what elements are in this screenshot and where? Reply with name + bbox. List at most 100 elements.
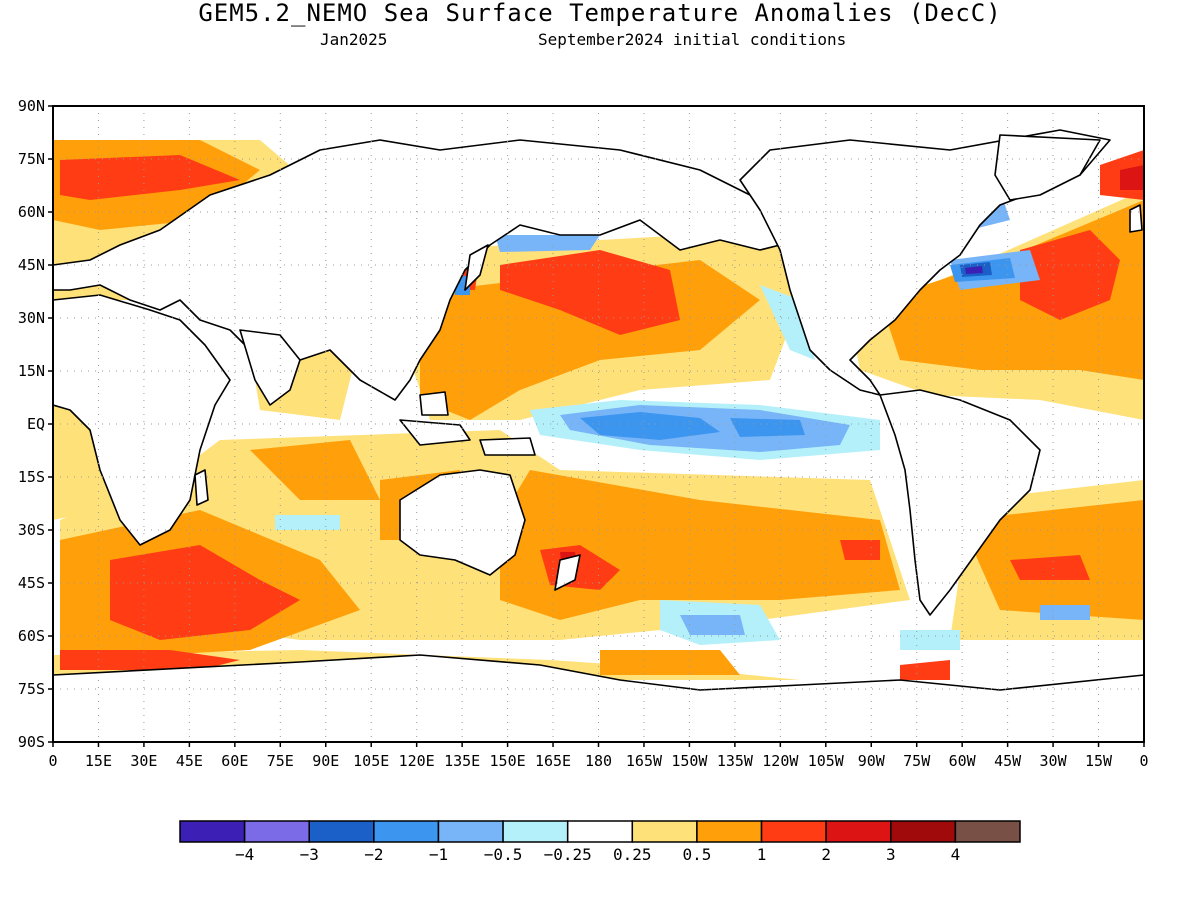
lon-tick-label: 165W	[626, 752, 663, 770]
lon-tick-label: 90E	[312, 752, 339, 770]
chart-title: GEM5.2_NEMO Sea Surface Temperature Anom…	[198, 0, 1002, 27]
anomaly-region	[965, 266, 983, 274]
colorbar-swatch	[502, 820, 569, 843]
land-uk	[1129, 204, 1143, 233]
lat-tick-label: 90N	[18, 97, 45, 115]
land-australia	[399, 469, 526, 576]
colorbar-swatch	[825, 820, 892, 843]
lon-tick-label: 135E	[444, 752, 480, 770]
lon-tick-label: 30W	[1040, 752, 1068, 770]
lat-tick-label: EQ	[27, 415, 45, 433]
lon-tick-label: 15W	[1085, 752, 1113, 770]
anomaly-region	[580, 412, 720, 440]
anomaly-region	[730, 418, 805, 437]
colorbar-swatch	[566, 820, 634, 843]
lon-tick-label: 60W	[949, 752, 977, 770]
anomaly-region	[1120, 165, 1144, 190]
lon-tick-label: 75W	[903, 752, 931, 770]
land-madagascar	[194, 469, 209, 506]
colorbar-label: 0.5	[682, 845, 711, 864]
lat-tick-label: 45S	[18, 574, 45, 592]
lon-tick-label: 15E	[85, 752, 112, 770]
land-antarctica	[53, 654, 1144, 742]
colorbar-label: 0.25	[613, 845, 652, 864]
colorbar-label: −3	[300, 845, 319, 864]
land-new-zealand	[554, 554, 581, 591]
lat-tick-label: 90S	[18, 733, 45, 751]
colorbar-label: 4	[951, 845, 961, 864]
anomaly-region	[500, 250, 680, 335]
land-south-america	[879, 389, 1041, 616]
land-africa	[53, 294, 231, 546]
land-india	[239, 329, 301, 406]
lat-tick-label: 30S	[18, 521, 45, 539]
forecast-month: Jan2025	[320, 30, 388, 49]
colorbar-swatch	[631, 820, 698, 843]
lon-tick-label: 105W	[808, 752, 845, 770]
lat-tick-label: 15N	[18, 362, 45, 380]
colorbar-swatch	[243, 820, 310, 843]
lat-tick-label: 45N	[18, 256, 45, 274]
anomaly-region	[900, 660, 950, 680]
colorbar-swatch	[308, 820, 375, 843]
lon-tick-label: 45W	[994, 752, 1022, 770]
lat-tick-label: 15S	[18, 468, 45, 486]
anomaly-region	[760, 285, 815, 360]
latitude-axis: 90N 75N 60N 45N 30N 15N EQ 15S 30S 45S 60S 75S 90S	[18, 97, 53, 751]
lon-tick-label: 0	[48, 752, 57, 770]
lon-tick-label: 120E	[399, 752, 435, 770]
land-borneo	[419, 391, 449, 416]
lat-tick-label: 60N	[18, 203, 45, 221]
graticule	[53, 106, 1144, 742]
lat-tick-label: 75N	[18, 150, 45, 168]
colorbar-swatch	[954, 820, 1021, 843]
lon-tick-label: 120W	[762, 752, 799, 770]
lon-tick-label: 150W	[671, 752, 708, 770]
land-indonesia	[399, 419, 471, 446]
lon-tick-label: 45E	[176, 752, 203, 770]
lon-tick-label: 180	[585, 752, 612, 770]
anomaly-region	[1040, 605, 1090, 620]
lon-tick-label: 150E	[490, 752, 526, 770]
lon-tick-label: 75E	[267, 752, 294, 770]
lon-tick-label: 105E	[353, 752, 389, 770]
lat-tick-label: 30N	[18, 309, 45, 327]
longitude-axis: 0 15E 30E 45E 60E 75E 90E 105E 120E 135E 150E 165E 1…	[48, 742, 1149, 770]
colorbar-label: 3	[886, 845, 896, 864]
lon-tick-label: 0	[1139, 752, 1148, 770]
anomaly-region	[495, 235, 600, 252]
colorbar-label: 1	[757, 845, 767, 864]
colorbar-label: −0.5	[484, 845, 523, 864]
colorbar-label: 2	[821, 845, 831, 864]
colorbar-swatch	[179, 820, 246, 843]
anomaly-region	[60, 155, 240, 200]
anomaly-region	[1020, 230, 1120, 320]
land-japan	[464, 244, 489, 291]
lon-tick-label: 135W	[717, 752, 754, 770]
lat-tick-label: 60S	[18, 627, 45, 645]
lat-tick-label: 75S	[18, 680, 45, 698]
colorbar-label: −2	[364, 845, 383, 864]
colorbar: −4 −3 −2 −1 −0.5 −0.25 0.25 0.5 1 2 3 4	[179, 820, 1021, 864]
anomaly-region	[275, 515, 340, 530]
anomaly-field	[53, 106, 1144, 742]
anomaly-region	[840, 540, 880, 560]
lon-tick-label: 30E	[130, 752, 157, 770]
anomaly-region	[680, 615, 745, 635]
anomaly-region	[250, 440, 380, 500]
colorbar-label: −0.25	[544, 845, 592, 864]
colorbar-label: −4	[235, 845, 254, 864]
colorbar-swatch	[890, 820, 957, 843]
anomaly-region	[1010, 555, 1090, 580]
anomaly-region	[900, 630, 960, 650]
lon-tick-label: 90W	[858, 752, 886, 770]
lon-tick-label: 165E	[535, 752, 571, 770]
lon-tick-label: 60E	[221, 752, 248, 770]
colorbar-swatch	[373, 820, 440, 843]
land-new-guinea	[479, 437, 536, 456]
initial-conditions-label: September2024 initial conditions	[538, 30, 847, 49]
anomaly-region	[600, 650, 740, 675]
colorbar-swatch	[437, 820, 504, 843]
land-greenland	[994, 134, 1101, 201]
